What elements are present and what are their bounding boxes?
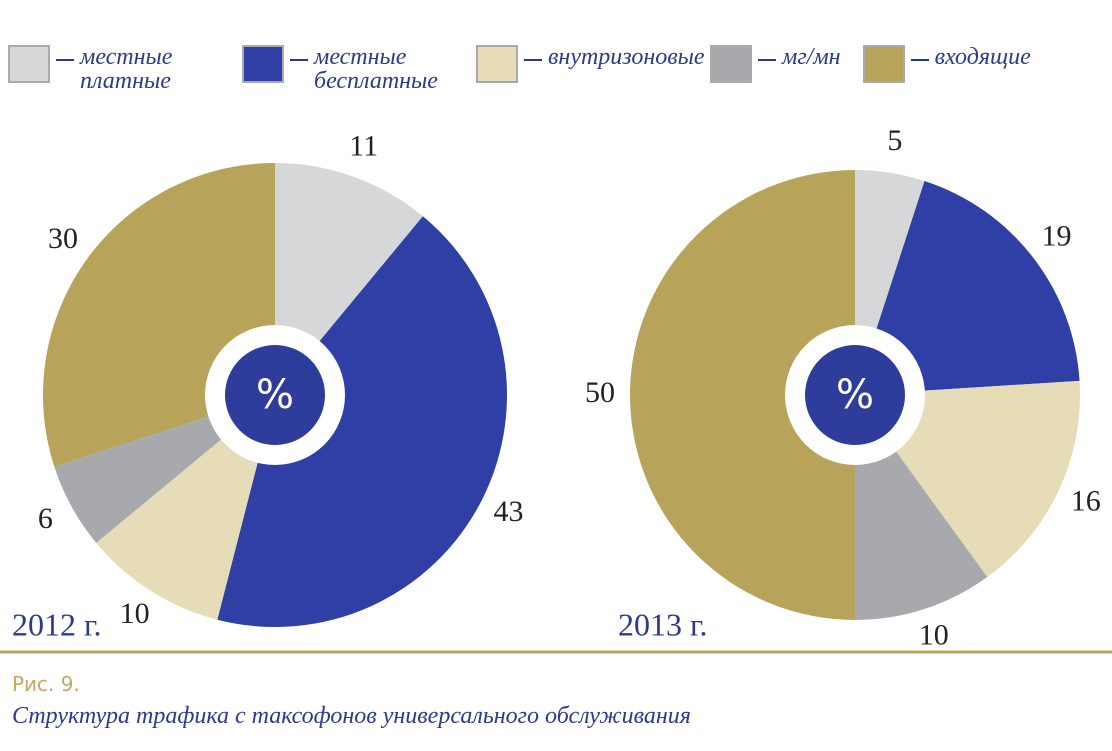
pie-slice [96, 395, 275, 620]
legend-item: входящие [862, 44, 1031, 83]
legend-swatch [862, 45, 905, 83]
data-label: 5 [887, 124, 902, 157]
legend-item: местные бесплатные [242, 45, 454, 93]
legend-dash [910, 59, 929, 61]
legend-dash [56, 59, 74, 61]
legend-item: внутризоновые [476, 44, 705, 83]
legend-item: мг/мн [710, 45, 841, 83]
legend-swatch [242, 45, 284, 83]
center-label: % [256, 372, 294, 418]
data-label: 10 [120, 597, 150, 630]
data-label: 19 [1041, 220, 1071, 253]
legend-label: внутризоновые [548, 44, 705, 70]
pie-slice [855, 181, 1080, 395]
center-disc [805, 345, 905, 445]
legend-swatch [8, 45, 50, 83]
data-label: 30 [48, 222, 78, 255]
data-label: 16 [1071, 484, 1101, 517]
legend-swatch [710, 45, 752, 83]
center-label: % [836, 372, 874, 418]
figure-caption: Структура трафика с таксофонов универсал… [12, 703, 691, 729]
legend-label: мг/мн [782, 44, 841, 70]
center-disc [225, 345, 325, 445]
figure-label: Рис. 9. [12, 672, 80, 696]
pie-slice [217, 216, 508, 628]
legend-label: местные платные [80, 44, 173, 94]
legend-label: местные бесплатные [314, 44, 438, 94]
legend-dash [524, 59, 542, 61]
legend-dash [758, 59, 776, 61]
data-label: 11 [349, 129, 378, 162]
legend-swatch [476, 45, 518, 83]
data-label: 6 [38, 502, 53, 535]
legend: местные платные местные бесплатные внутриз… [8, 45, 1031, 93]
legend-label: входящие [934, 44, 1031, 70]
chart-title: 2012 г. [12, 606, 102, 642]
data-label: 50 [585, 376, 615, 409]
data-label: 43 [493, 495, 523, 528]
data-label: 10 [919, 618, 949, 651]
legend-dash [290, 59, 308, 61]
legend-item: местные платные [8, 45, 220, 93]
pie-slice [630, 170, 855, 620]
chart-title: 2013 г. [618, 606, 708, 642]
